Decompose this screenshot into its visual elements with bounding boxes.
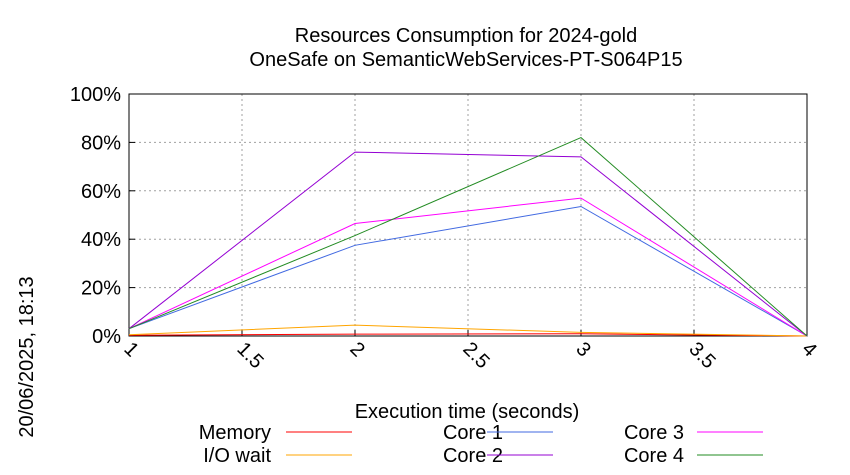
y-tick-label: 20% — [81, 278, 121, 300]
series-line-core-2 — [128, 151, 808, 337]
timestamp-label: 20/06/2025, 18:13 — [16, 276, 38, 437]
y-tick-label: 60% — [81, 181, 121, 203]
y-tick-label: 40% — [81, 229, 121, 251]
series-line-core-3 — [128, 197, 808, 337]
y-tick-label: 100% — [70, 84, 121, 106]
x-tick-label: 4 — [797, 338, 820, 361]
x-tick-label: 2.5 — [458, 338, 493, 373]
y-tick-label: 0% — [92, 326, 121, 348]
plot-border — [128, 93, 808, 337]
x-tick-label: 3 — [571, 338, 594, 361]
chart-title: Resources Consumption for 2024-gold — [295, 25, 637, 47]
chart-subtitle: OneSafe on SemanticWebServices-PT-S064P1… — [249, 49, 682, 71]
legend-label: Core 1 — [443, 422, 503, 444]
series-line-core-1 — [128, 205, 808, 337]
legend-label: Core 2 — [443, 445, 503, 467]
legend-label: Core 4 — [624, 445, 684, 467]
legend-label: Memory — [199, 422, 271, 444]
series-line-core-4 — [128, 137, 808, 337]
grid — [128, 93, 808, 337]
x-tick-label: 1 — [119, 338, 142, 361]
x-tick-label: 3.5 — [684, 338, 719, 373]
series-line-i-o-wait — [128, 324, 808, 337]
legend-label: Core 3 — [624, 422, 684, 444]
x-tick-label: 2 — [345, 338, 368, 361]
legend-label: I/O wait — [203, 445, 271, 467]
series-lines — [128, 137, 808, 337]
x-axis-label: Execution time (seconds) — [355, 401, 580, 423]
x-tick-label: 1.5 — [232, 338, 267, 373]
series-line-memory — [128, 333, 808, 337]
axes: 0% 20% 40% 60% 80% 100% 1 1.5 2 2.5 3 3.5 4 — [70, 84, 821, 373]
y-tick-label: 80% — [81, 132, 121, 154]
